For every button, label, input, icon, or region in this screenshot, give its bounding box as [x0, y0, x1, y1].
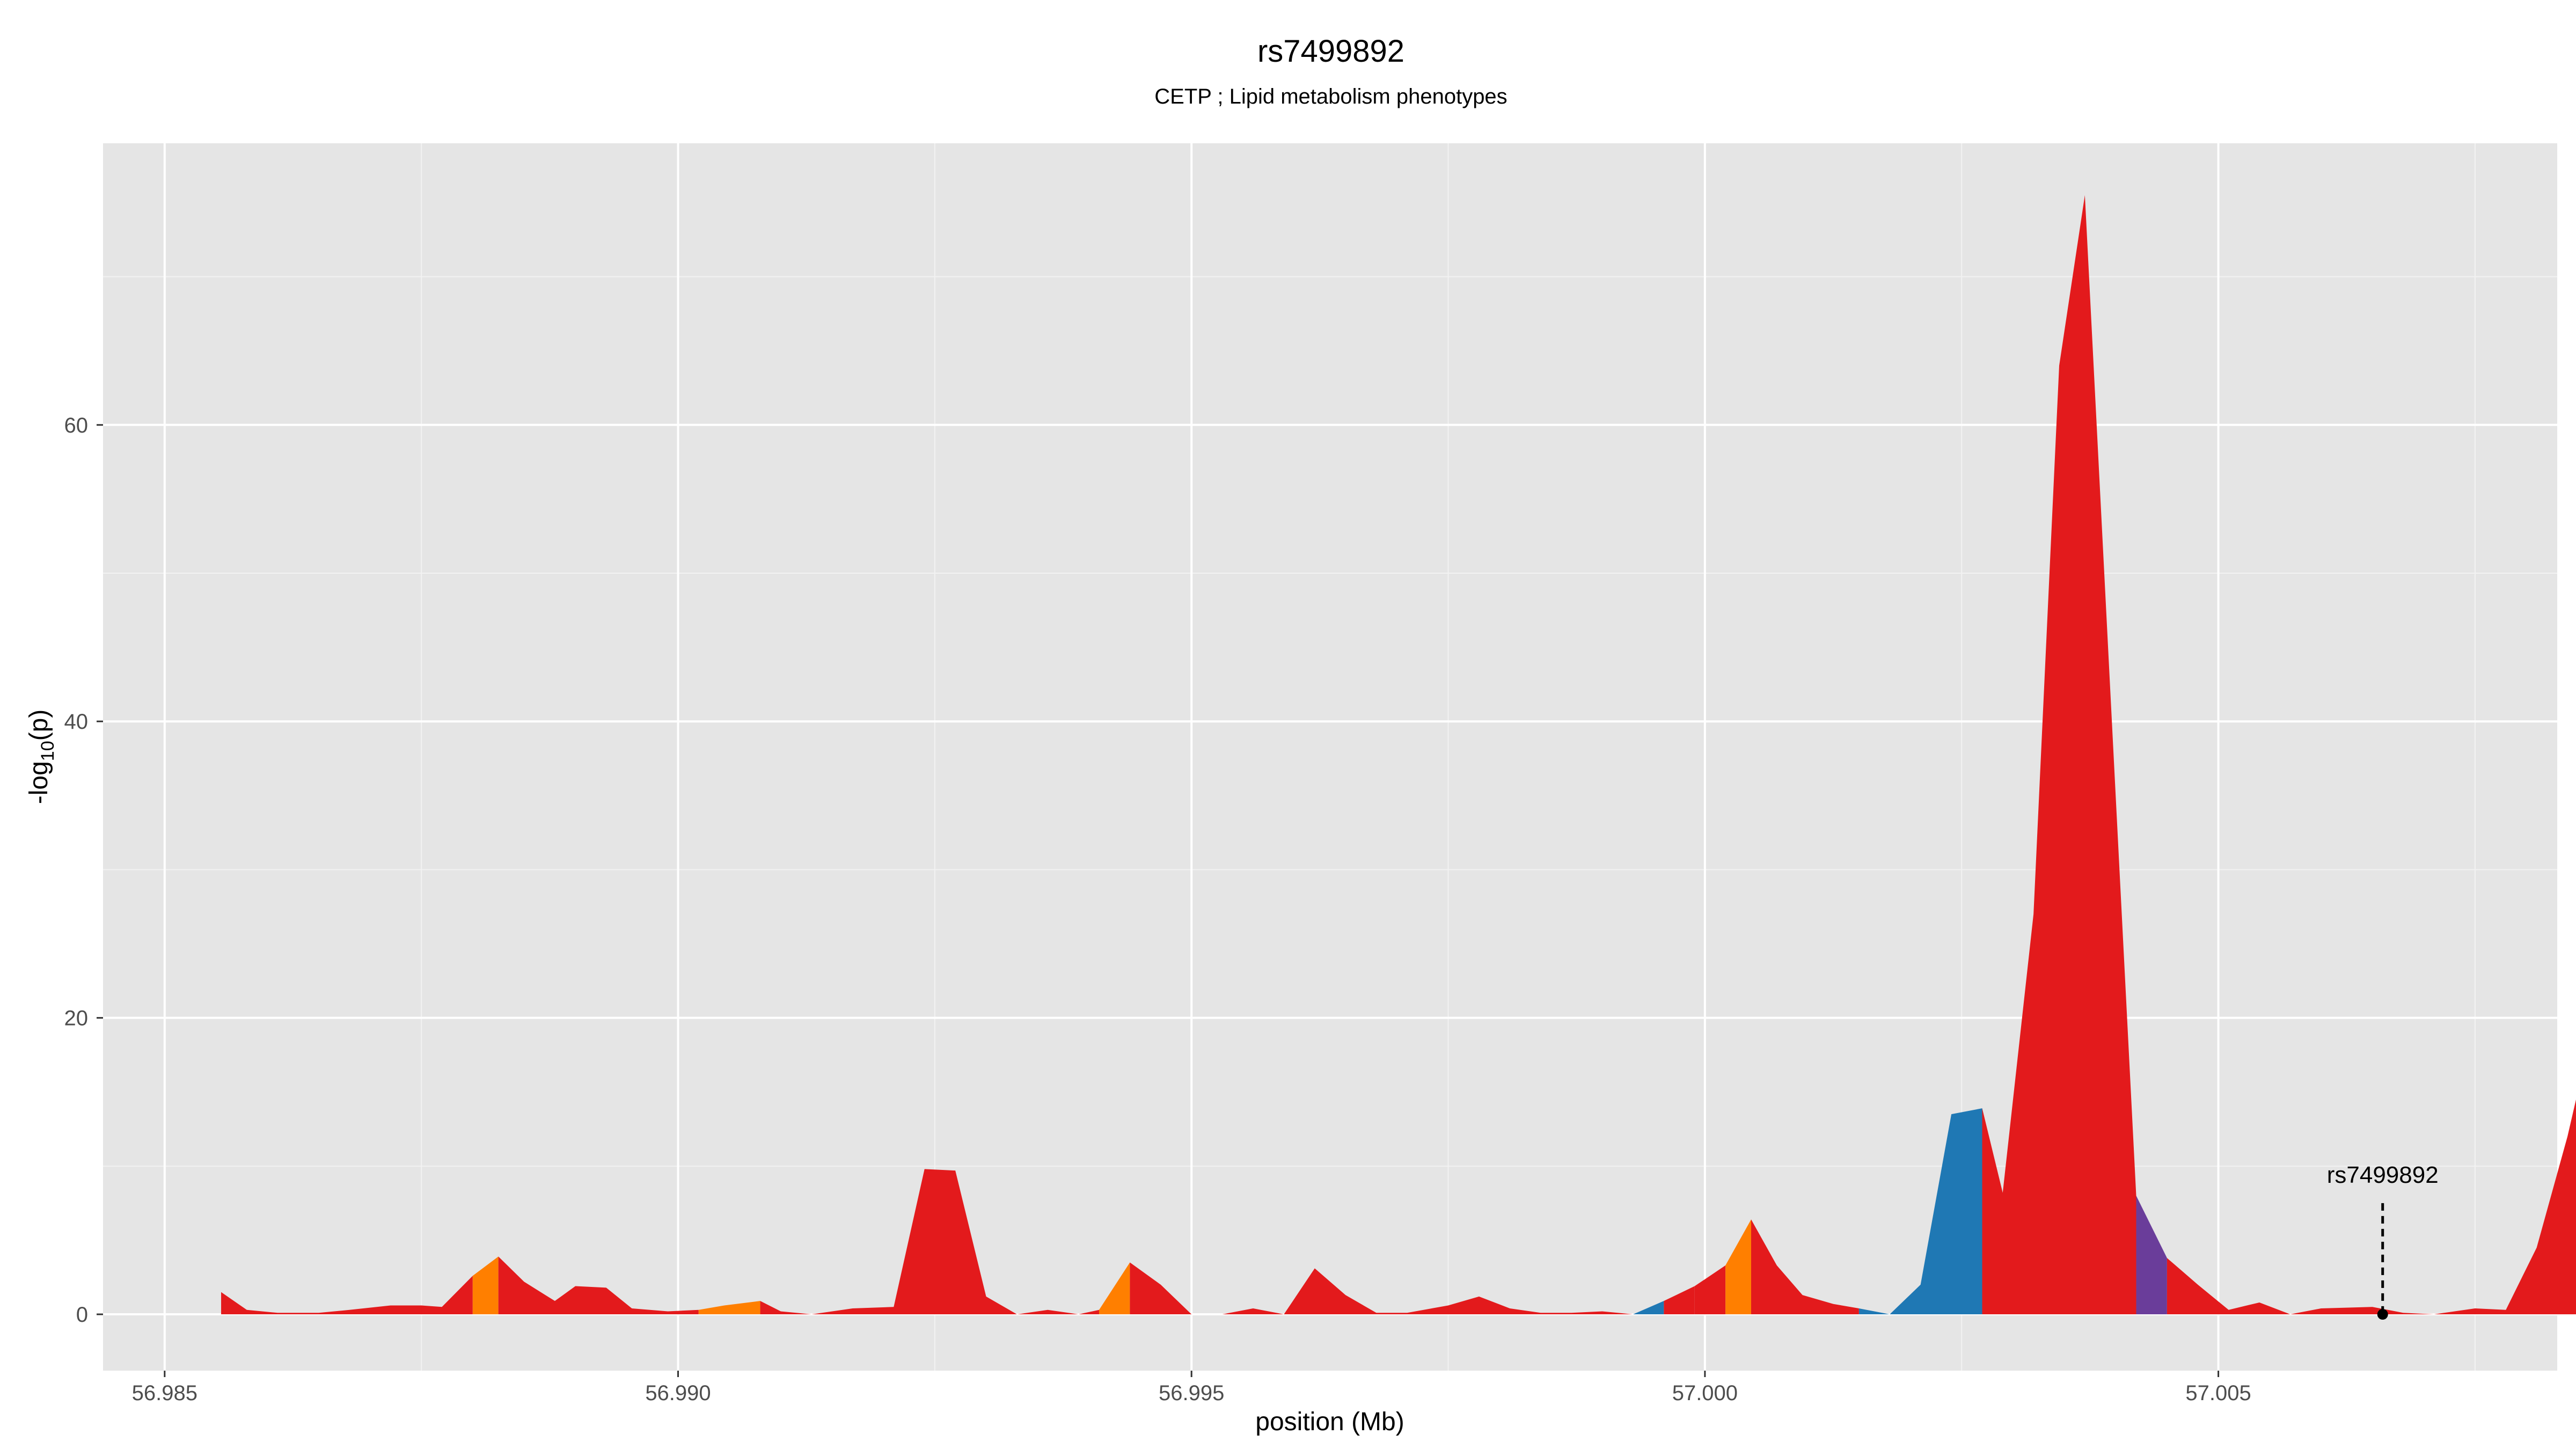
x-axis-title: position (Mb): [1255, 1408, 1404, 1436]
major-gridlines: [103, 143, 2557, 1371]
minor-gridlines: [103, 143, 2557, 1371]
area-segment-red: [1751, 1219, 1859, 1315]
annotation-label: rs7499892: [2327, 1162, 2439, 1188]
area-segment-red: [221, 1276, 473, 1315]
area-segment-orange: [472, 1256, 499, 1315]
area-segment-red: [2167, 1099, 2576, 1315]
association-area: [221, 195, 2576, 1315]
y-tick-label: 20: [64, 1007, 89, 1030]
y-axis-title-suffix: (p): [25, 709, 53, 741]
area-segment-purple: [2136, 1196, 2167, 1315]
y-axis-title-subscript: 10: [38, 741, 58, 761]
x-tick-label: 57.000: [1672, 1381, 1738, 1405]
x-axis-ticks: 56.985 56.990 56.995 57.000 57.005: [132, 1371, 2251, 1405]
area-segment-blue: [1633, 1301, 1664, 1315]
area-segment-blue: [1858, 1108, 1982, 1315]
area-segment-red: [1664, 1286, 1695, 1315]
plot-panel: [103, 143, 2557, 1371]
y-tick-label: 40: [64, 710, 89, 734]
annotation-point: [2377, 1309, 2388, 1320]
chart-subtitle: CETP ; Lipid metabolism phenotypes: [1154, 85, 1507, 108]
area-segment-red: [760, 1169, 1099, 1315]
x-tick-label: 56.995: [1159, 1381, 1224, 1405]
y-axis-ticks: 0 20 40 60: [64, 414, 103, 1327]
area-segment-red: [1982, 195, 2136, 1315]
area-segment-orange: [698, 1301, 760, 1315]
x-tick-label: 56.990: [645, 1381, 711, 1405]
x-tick-label: 57.005: [2185, 1381, 2251, 1405]
area-segment-red: [1694, 1265, 1726, 1315]
x-tick-label: 56.985: [132, 1381, 197, 1405]
area-segment-orange: [1725, 1219, 1751, 1315]
area-segment-red: [1130, 1262, 1633, 1315]
y-tick-label: 60: [64, 414, 89, 437]
area-segment-red: [498, 1256, 699, 1315]
snp-annotation: rs7499892: [2327, 1162, 2439, 1320]
area-segment-orange: [1099, 1262, 1130, 1315]
y-axis-title: -log10(p): [25, 709, 58, 804]
y-axis-title-prefix: -log: [25, 761, 53, 804]
chart-title: rs7499892: [1257, 34, 1404, 69]
y-tick-label: 0: [76, 1303, 88, 1327]
